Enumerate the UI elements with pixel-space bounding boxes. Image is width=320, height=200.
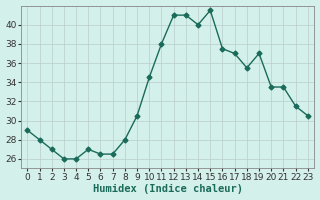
X-axis label: Humidex (Indice chaleur): Humidex (Indice chaleur) [92, 184, 243, 194]
